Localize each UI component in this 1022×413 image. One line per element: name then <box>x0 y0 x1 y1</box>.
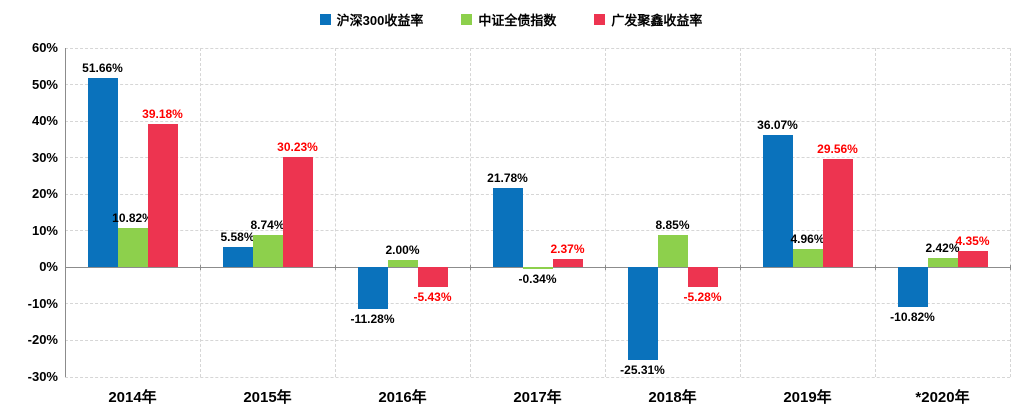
x-axis-tick <box>874 265 876 271</box>
legend-label: 中证全债指数 <box>478 13 557 28</box>
bar-2017年-沪深300收益率 <box>492 187 523 268</box>
bar-value-label: 36.07% <box>757 118 798 133</box>
bar-2016年-中证全债指数 <box>387 260 418 268</box>
x-axis-tick-label: 2014年 <box>108 389 157 406</box>
gridline-h <box>65 339 1010 341</box>
x-axis-tick <box>199 265 201 271</box>
bar-*2020年-中证全债指数 <box>927 258 958 268</box>
bar-2019年-广发聚鑫收益率 <box>822 159 853 268</box>
x-axis-tick-label: 2017年 <box>513 389 562 406</box>
bar-value-label: 4.35% <box>955 234 990 249</box>
legend-swatch-icon <box>461 14 473 25</box>
gridline-v <box>199 48 201 377</box>
y-axis-tick-label: 20% <box>31 186 58 202</box>
gridline-h <box>65 193 1010 195</box>
bar-2015年-沪深300收益率 <box>222 246 253 268</box>
x-axis-tick <box>739 265 741 271</box>
gridline-h <box>65 303 1010 305</box>
bar-value-label: 21.78% <box>487 170 528 185</box>
bar-value-label: -5.28% <box>683 289 722 304</box>
legend-item-3: 广发聚鑫收益率 <box>594 10 702 29</box>
y-axis-tick-label: 50% <box>31 76 58 92</box>
y-axis-tick-label: -20% <box>27 332 58 348</box>
gridline-h <box>65 376 1010 378</box>
gridline-v <box>739 48 741 377</box>
bar-2015年-广发聚鑫收益率 <box>282 156 313 268</box>
gridline-v <box>874 48 876 377</box>
bar-2016年-沪深300收益率 <box>357 267 388 309</box>
x-axis-tick-label: 2019年 <box>783 389 832 406</box>
bar-value-label: -10.82% <box>890 309 935 324</box>
bar-value-label: -5.43% <box>413 290 452 305</box>
bar-value-label: 51.66% <box>82 61 123 76</box>
gridline-v <box>469 48 471 377</box>
bar-value-label: -11.28% <box>350 311 395 326</box>
bar-value-label: 39.18% <box>142 107 183 122</box>
legend-swatch-icon <box>319 14 331 25</box>
bar-*2020年-广发聚鑫收益率 <box>957 251 988 268</box>
x-axis-tick <box>469 265 471 271</box>
legend-label: 广发聚鑫收益率 <box>611 13 703 28</box>
bar-value-label: 4.96% <box>790 232 825 247</box>
y-axis-tick-label: 30% <box>31 149 58 165</box>
legend-item-1: 沪深300收益率 <box>319 10 424 29</box>
gridline-h <box>65 47 1010 49</box>
bar-2015年-中证全债指数 <box>252 235 283 268</box>
legend: 沪深300收益率 中证全债指数 广发聚鑫收益率 <box>0 10 1022 29</box>
legend-swatch-icon <box>594 14 606 25</box>
bar-value-label: 10.82% <box>112 210 153 225</box>
y-axis-tick-label: -30% <box>27 369 58 384</box>
bar-value-label: 29.56% <box>817 142 858 157</box>
bar-value-label: -25.31% <box>620 362 665 377</box>
y-axis-tick-label: 0% <box>39 259 58 275</box>
x-axis-tick-label: 2015年 <box>243 389 292 406</box>
bar-2017年-广发聚鑫收益率 <box>552 258 583 268</box>
legend-item-2: 中证全债指数 <box>461 10 556 29</box>
bar-2018年-中证全债指数 <box>657 234 688 268</box>
x-axis-tick-label: 2018年 <box>648 389 697 406</box>
gridline-h <box>65 84 1010 86</box>
y-axis-tick-label: 40% <box>31 113 58 129</box>
bar-value-label: 5.58% <box>220 229 255 244</box>
gridline-v <box>604 48 606 377</box>
gridline-v <box>1009 48 1011 377</box>
bar-2016年-广发聚鑫收益率 <box>417 267 448 288</box>
bar-value-label: 2.00% <box>385 243 420 258</box>
legend-label: 沪深300收益率 <box>336 13 424 28</box>
bar-2019年-沪深300收益率 <box>762 135 793 268</box>
bar-2018年-广发聚鑫收益率 <box>687 267 718 287</box>
y-axis-line <box>65 48 66 377</box>
bar-2019年-中证全债指数 <box>792 249 823 268</box>
bar-2014年-广发聚鑫收益率 <box>147 124 178 268</box>
bar-*2020年-沪深300收益率 <box>897 267 928 307</box>
bar-value-label: 8.85% <box>655 217 690 232</box>
bar-2014年-沪深300收益率 <box>87 78 118 268</box>
bar-value-label: 8.74% <box>250 218 285 233</box>
bar-2017年-中证全债指数 <box>522 267 553 269</box>
plot-area: 51.66% 10.82% 39.18% 5.58% 8.74% 30.23% -11.28… <box>64 47 1011 378</box>
bar-value-label: 2.42% <box>925 241 960 256</box>
y-axis-tick-label: 10% <box>31 222 58 238</box>
gridline-v <box>334 48 336 377</box>
x-axis-tick <box>1009 265 1011 271</box>
x-axis-tick <box>604 265 606 271</box>
x-axis-tick <box>64 265 66 271</box>
bar-value-label: 2.37% <box>550 241 585 256</box>
y-axis-tick-label: 60% <box>31 40 58 55</box>
gridline-h <box>65 157 1010 159</box>
bar-value-label: 30.23% <box>277 139 318 154</box>
bar-2018年-沪深300收益率 <box>627 267 658 360</box>
gridline-h <box>65 120 1010 122</box>
bar-2014年-中证全债指数 <box>117 227 148 268</box>
y-axis-tick-label: -10% <box>27 295 58 311</box>
x-axis-tick <box>334 265 336 271</box>
x-axis-tick-label: 2016年 <box>378 389 427 406</box>
x-axis-tick-label: *2020年 <box>915 389 970 406</box>
bar-value-label: -0.34% <box>518 271 557 286</box>
gridline-h <box>65 230 1010 232</box>
